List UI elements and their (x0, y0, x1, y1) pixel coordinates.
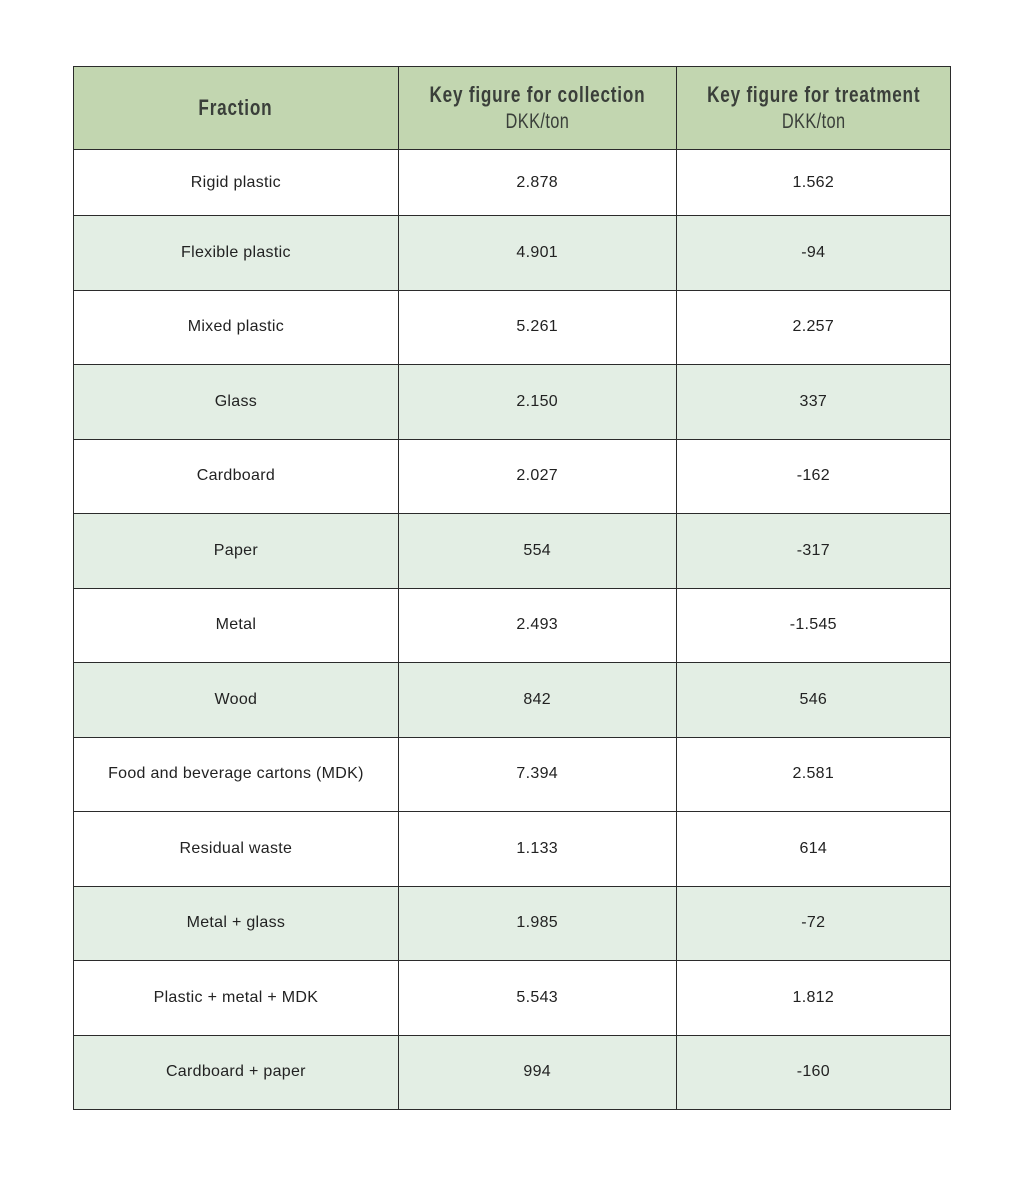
cell-treatment: -162 (675, 438, 952, 514)
table-row: Wood 842 546 (73, 662, 952, 738)
cell-treatment: -317 (675, 513, 952, 589)
table-row: Rigid plastic 2.878 1.562 (73, 149, 952, 216)
header-title: Fraction (198, 95, 273, 120)
cell-collection: 1.133 (397, 811, 677, 887)
cell-collection: 2.878 (397, 149, 677, 216)
cell-treatment: -94 (675, 215, 952, 291)
cell-treatment: 546 (675, 662, 952, 738)
table-row: Glass 2.150 337 (73, 364, 952, 440)
cell-treatment: -72 (675, 885, 952, 961)
cell-collection: 5.261 (397, 289, 677, 365)
table-row: Cardboard + paper 994 -160 (73, 1034, 952, 1110)
table-row: Residual waste 1.133 614 (73, 811, 952, 887)
cell-fraction: Cardboard + paper (73, 1034, 399, 1110)
cell-treatment: 2.257 (675, 289, 952, 365)
cell-fraction: Wood (73, 662, 399, 738)
header-title: Key figure for collection (429, 82, 646, 107)
cell-treatment: -1.545 (675, 587, 952, 663)
table-row: Flexible plastic 4.901 -94 (73, 215, 952, 291)
cell-fraction: Cardboard (73, 438, 399, 514)
cell-treatment: 1.562 (675, 149, 952, 216)
cell-fraction: Residual waste (73, 811, 399, 887)
table-row: Plastic + metal + MDK 5.543 1.812 (73, 960, 952, 1036)
cell-treatment: -160 (675, 1034, 952, 1110)
table-row: Mixed plastic 5.261 2.257 (73, 289, 952, 365)
cell-collection: 2.150 (397, 364, 677, 440)
cell-fraction: Paper (73, 513, 399, 589)
cell-fraction: Glass (73, 364, 399, 440)
cell-treatment: 1.812 (675, 960, 952, 1036)
header-treatment: Key figure for treatment DKK/ton (675, 66, 952, 150)
header-title: Key figure for treatment (706, 82, 920, 107)
cell-fraction: Food and beverage cartons (MDK) (73, 736, 399, 812)
key-figures-table: Fraction Key figure for collection DKK/to… (73, 66, 952, 1110)
table-row: Food and beverage cartons (MDK) 7.394 2.58… (73, 736, 952, 812)
header-row: Fraction Key figure for collection DKK/to… (73, 66, 952, 150)
header-unit: DKK/ton (505, 110, 570, 133)
cell-collection: 4.901 (397, 215, 677, 291)
table-row: Metal 2.493 -1.545 (73, 587, 952, 663)
header-collection: Key figure for collection DKK/ton (397, 66, 677, 150)
cell-fraction: Metal + glass (73, 885, 399, 961)
cell-treatment: 337 (675, 364, 952, 440)
cell-collection: 554 (397, 513, 677, 589)
cell-collection: 2.493 (397, 587, 677, 663)
cell-collection: 7.394 (397, 736, 677, 812)
header-fraction: Fraction (73, 66, 399, 150)
table-row: Cardboard 2.027 -162 (73, 438, 952, 514)
cell-collection: 5.543 (397, 960, 677, 1036)
cell-collection: 994 (397, 1034, 677, 1110)
cell-fraction: Metal (73, 587, 399, 663)
table-row: Paper 554 -317 (73, 513, 952, 589)
cell-treatment: 614 (675, 811, 952, 887)
table-row: Metal + glass 1.985 -72 (73, 885, 952, 961)
cell-collection: 1.985 (397, 885, 677, 961)
cell-fraction: Mixed plastic (73, 289, 399, 365)
cell-fraction: Plastic + metal + MDK (73, 960, 399, 1036)
cell-collection: 2.027 (397, 438, 677, 514)
cell-treatment: 2.581 (675, 736, 952, 812)
header-unit: DKK/ton (781, 110, 846, 133)
cell-collection: 842 (397, 662, 677, 738)
cell-fraction: Rigid plastic (73, 149, 399, 216)
cell-fraction: Flexible plastic (73, 215, 399, 291)
